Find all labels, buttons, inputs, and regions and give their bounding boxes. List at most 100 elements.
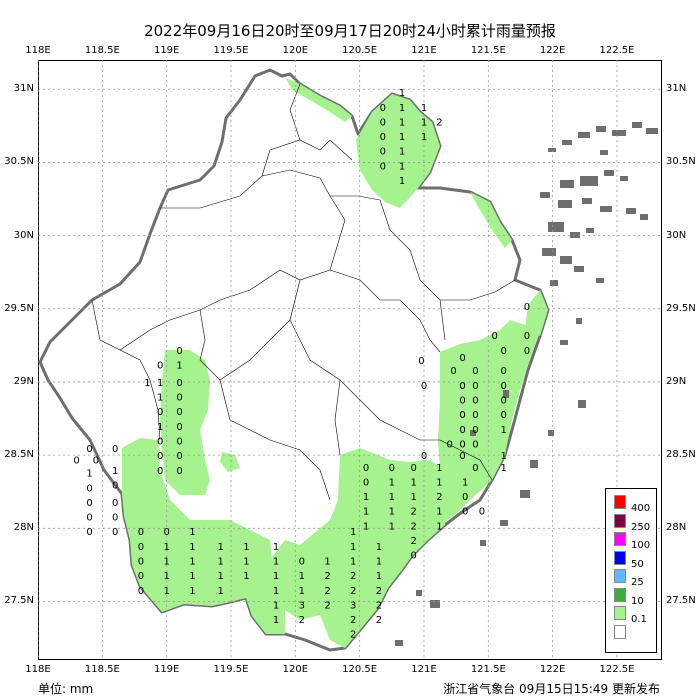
station-value: 1	[501, 451, 507, 462]
latitude-label: 31N	[666, 83, 687, 95]
station-value: 1	[218, 586, 224, 597]
station-value: 0	[450, 366, 456, 377]
station-value: 1	[176, 360, 182, 371]
legend-swatch	[614, 606, 626, 620]
station-value: 2	[324, 571, 330, 582]
station-value: 0	[472, 366, 478, 377]
station-value: 0	[524, 331, 530, 342]
station-value: 1	[399, 88, 405, 99]
station-value: 1	[299, 586, 305, 597]
station-value: 1	[273, 542, 279, 553]
station-value: 0	[389, 463, 395, 474]
station-value: 1	[501, 463, 507, 474]
latitude-label: 30N	[666, 229, 687, 241]
station-value: 2	[376, 615, 382, 626]
station-value: 1	[189, 571, 195, 582]
map-title: 2022年09月16日20时至09月17日20时24小时累计雨量预报	[144, 22, 556, 40]
legend-swatch	[614, 532, 626, 546]
station-value: 0	[472, 439, 478, 450]
latitude-label: 28N	[666, 522, 687, 534]
latitude-label: 29.5N	[666, 302, 696, 314]
station-value: 0	[459, 396, 465, 407]
station-value: 0	[380, 147, 386, 158]
legend-label: 250	[631, 521, 651, 533]
station-value: 3	[299, 600, 305, 611]
latitude-label: 28N	[13, 522, 34, 534]
station-value: 1	[501, 425, 507, 436]
station-value: 1	[399, 103, 405, 114]
station-value: 0	[421, 451, 427, 462]
station-value: 0	[447, 439, 453, 450]
station-value: 0	[176, 422, 182, 433]
coastal-islands	[395, 122, 658, 646]
station-value: 1	[243, 571, 249, 582]
longitude-label: 122E	[539, 664, 566, 675]
station-value: 2	[376, 586, 382, 597]
unit-label: 单位: mm	[38, 682, 94, 696]
station-value: 0	[176, 378, 182, 389]
station-value: 1	[144, 378, 150, 389]
legend-label: 400	[631, 503, 651, 514]
station-value: 1	[324, 557, 330, 568]
station-value: 0	[176, 466, 182, 477]
longitude-label: 118E	[25, 45, 51, 56]
station-value: 0	[138, 586, 144, 597]
latitude-label: 31N	[13, 83, 34, 95]
station-value: 3	[350, 600, 356, 611]
station-value: 1	[376, 557, 382, 568]
station-value: 1	[164, 542, 170, 553]
longitude-label: 121.5E	[470, 664, 506, 675]
latitude-label: 28.5N	[666, 449, 696, 461]
station-value: 1	[421, 103, 427, 114]
station-value: 0	[380, 132, 386, 143]
station-value: 0	[524, 302, 530, 313]
station-value: 0	[459, 451, 465, 462]
station-value: 1	[218, 557, 224, 568]
station-value: 0	[501, 410, 507, 421]
rain-area-0.1mm	[122, 78, 548, 648]
station-value: 0	[73, 456, 79, 467]
station-value: 0	[112, 513, 118, 524]
station-value: 1	[436, 463, 442, 474]
station-value: 0	[157, 466, 163, 477]
station-value: 0	[86, 444, 92, 455]
station-value: 0	[176, 346, 182, 357]
station-value: 0	[157, 360, 163, 371]
station-value: 1	[243, 542, 249, 553]
station-value: 0	[176, 437, 182, 448]
latitude-label: 29N	[13, 375, 34, 387]
station-value: 1	[436, 521, 442, 532]
station-value: 1	[389, 492, 395, 503]
station-value: 0	[93, 456, 99, 467]
station-value: 0	[86, 483, 92, 494]
station-value: 1	[421, 118, 427, 129]
station-value: 0	[138, 557, 144, 568]
station-value: 1	[164, 571, 170, 582]
station-value: 2	[299, 615, 305, 626]
station-value: 2	[411, 521, 417, 532]
legend-item: 0.1	[614, 606, 658, 625]
station-value: 1	[189, 542, 195, 553]
station-value: 0	[472, 425, 478, 436]
station-value: 2	[350, 571, 356, 582]
station-value: 1	[376, 542, 382, 553]
station-value: 1	[299, 571, 305, 582]
station-value: 0	[380, 103, 386, 114]
issuer-label: 浙江省气象台 09月15日15:49 更新发布	[443, 682, 660, 696]
latitude-label: 30.5N	[666, 156, 696, 168]
longitude-label: 120.5E	[342, 664, 378, 675]
station-value: 0	[501, 396, 507, 407]
station-value: 0	[459, 410, 465, 421]
station-value: 0	[176, 451, 182, 462]
station-value: 1	[389, 478, 395, 489]
station-value: 0	[112, 498, 118, 509]
station-value: 0	[462, 507, 468, 518]
station-value: 1	[86, 469, 92, 480]
station-value: 0	[421, 381, 427, 392]
longitude-label: 121E	[411, 45, 437, 56]
station-value: 0	[363, 478, 369, 489]
station-value: 0	[524, 346, 530, 357]
station-value: 1	[189, 527, 195, 538]
legend-swatch	[614, 624, 626, 639]
longitude-label: 120E	[282, 664, 309, 675]
